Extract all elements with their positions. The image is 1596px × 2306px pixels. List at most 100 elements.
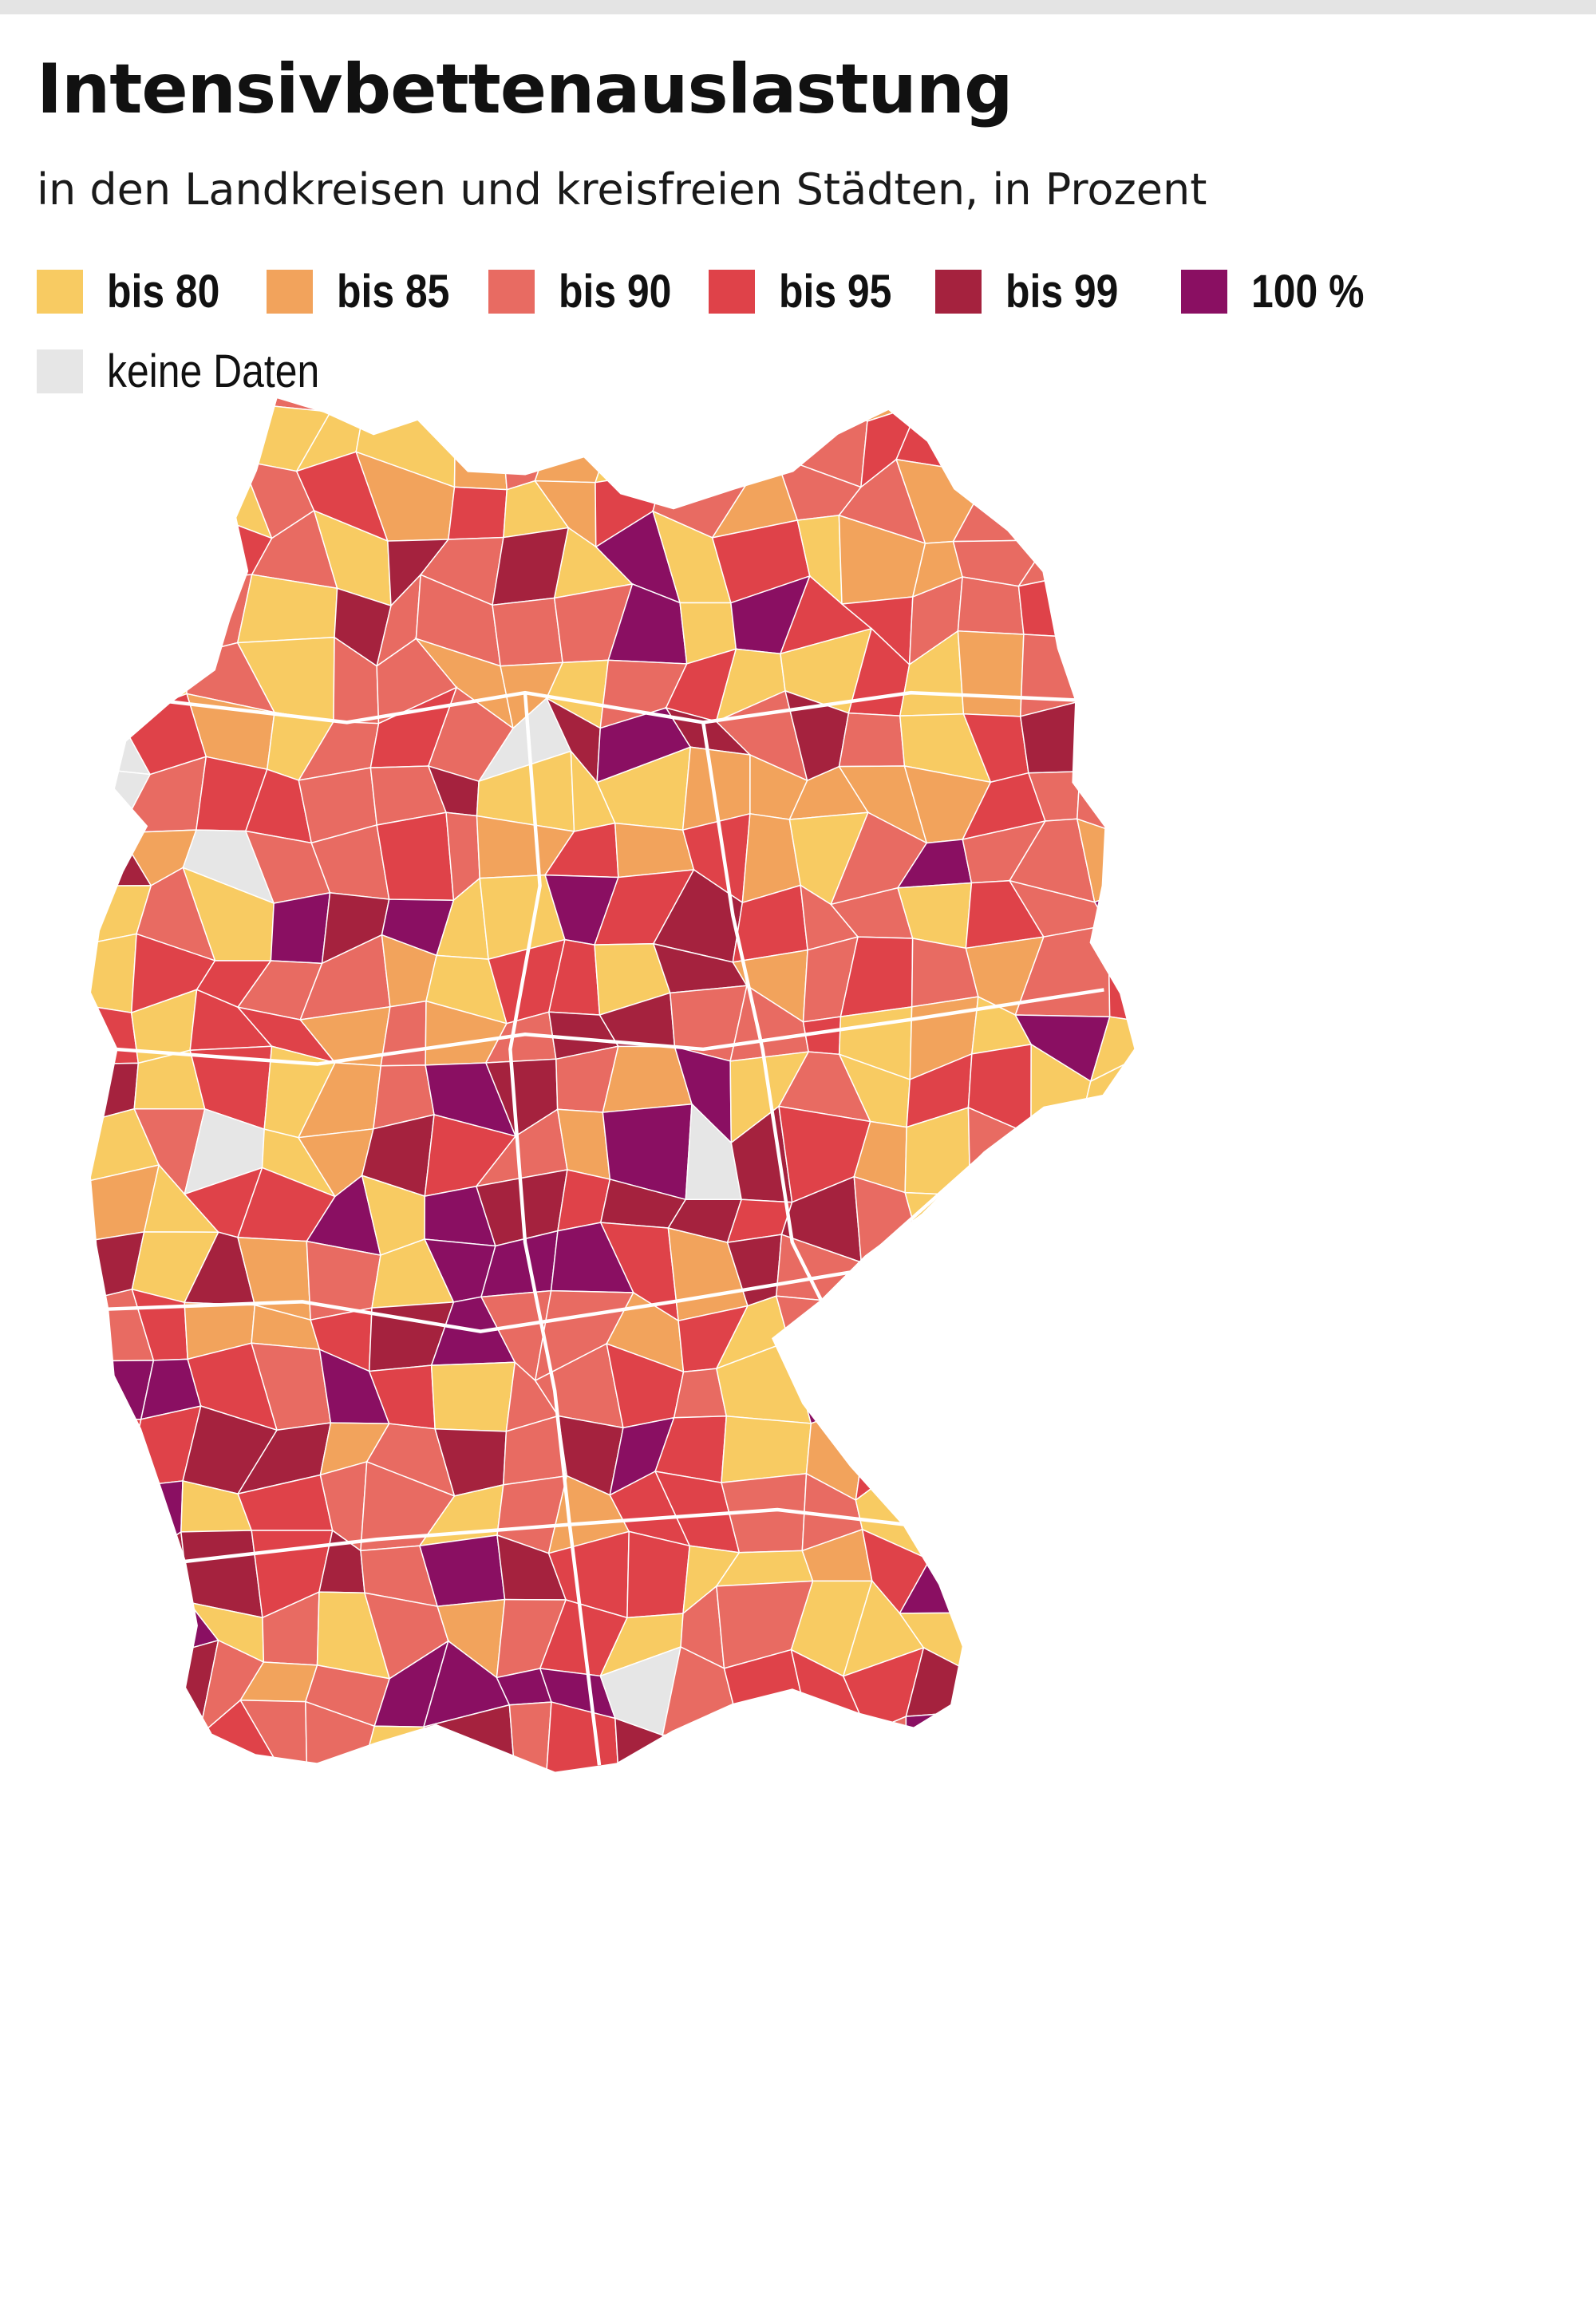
district-region <box>318 1995 377 2075</box>
district-region <box>951 2253 1029 2282</box>
germany-district-map <box>80 351 1564 2282</box>
district-region <box>1199 1355 1278 1432</box>
district-region <box>89 409 145 471</box>
district-region <box>960 1755 1050 1775</box>
district-region <box>1096 2061 1144 2120</box>
district-region <box>1490 1052 1564 1144</box>
district-region <box>614 822 695 879</box>
district-region <box>1189 1064 1282 1116</box>
district-region <box>1373 763 1443 846</box>
district-region <box>1132 1727 1137 1775</box>
map-title: Intensivbettenauslastung <box>37 49 1013 129</box>
district-region <box>920 2190 977 2269</box>
district-region <box>483 2263 567 2282</box>
district-region <box>1552 1183 1564 1253</box>
district-region <box>1559 1539 1564 1605</box>
district-region <box>1211 1728 1255 1761</box>
district-region <box>1373 1365 1466 1433</box>
district-region <box>719 2124 801 2210</box>
district-region <box>80 2253 129 2282</box>
district-region <box>1252 1230 1331 1303</box>
district-region <box>1485 1412 1564 1499</box>
district-region <box>838 712 906 768</box>
district-region <box>1073 1110 1137 1194</box>
district-region <box>1132 460 1137 543</box>
district-region <box>376 811 455 901</box>
district-region <box>306 1905 381 1950</box>
district-region <box>364 2248 430 2282</box>
district-region <box>1022 2118 1096 2213</box>
district-region <box>1326 351 1393 403</box>
district-region <box>326 1941 381 2017</box>
district-region <box>1495 2006 1564 2059</box>
district-region <box>1556 1420 1564 1491</box>
district-region <box>899 2261 977 2282</box>
district-region <box>1188 1539 1283 1617</box>
district-region <box>1019 2253 1104 2282</box>
district-region <box>1156 1595 1223 1677</box>
district-region <box>307 1777 373 1852</box>
district-region <box>1310 636 1377 725</box>
district-region <box>905 1711 971 1775</box>
district-region <box>1084 464 1137 539</box>
district-region <box>1100 1890 1167 1951</box>
district-region <box>905 1830 969 1914</box>
district-region <box>489 1953 567 2030</box>
district-region <box>89 1716 148 1775</box>
district-region <box>1148 2191 1215 2262</box>
legend: bis 80 bis 85 bis 90 bis 95 bis 99 100 %… <box>37 266 1553 403</box>
district-region <box>1485 1362 1564 1437</box>
district-region <box>80 1941 140 2015</box>
district-region <box>1436 1362 1518 1412</box>
district-region <box>1070 1341 1137 1407</box>
district-region <box>970 395 1031 424</box>
district-region <box>1208 878 1274 961</box>
district-region <box>954 2067 1048 2154</box>
district-region <box>180 1957 251 2008</box>
district-region <box>1431 2059 1498 2132</box>
district-region <box>612 1906 693 1971</box>
district-region <box>670 1880 751 1971</box>
district-region <box>309 2142 381 2208</box>
district-region <box>140 1776 195 1848</box>
district-region <box>129 1941 196 2005</box>
district-region <box>1433 579 1490 648</box>
district-region <box>327 2197 397 2272</box>
district-region <box>125 2134 217 2205</box>
district-region <box>1167 1936 1225 2033</box>
district-region <box>89 933 137 1014</box>
district-region <box>1204 814 1274 879</box>
district-region <box>1429 1488 1515 1527</box>
district-region <box>1383 1898 1449 1963</box>
district-region <box>779 1879 871 1964</box>
district-region <box>1381 2182 1452 2260</box>
district-region <box>1258 602 1334 660</box>
district-region <box>1494 1601 1559 1654</box>
district-region <box>1260 2082 1347 2121</box>
district-region <box>1495 2055 1562 2135</box>
district-region <box>1019 2185 1094 2257</box>
district-region <box>1544 1698 1564 1796</box>
district-region <box>1199 2236 1282 2282</box>
district-region <box>905 1755 970 1775</box>
district-region <box>490 2146 541 2201</box>
district-region <box>661 404 747 488</box>
district-region <box>1254 1648 1324 1728</box>
district-region <box>1335 1464 1404 1560</box>
district-region <box>863 1830 931 1908</box>
district-region <box>1255 1050 1328 1120</box>
district-region <box>491 1823 548 1916</box>
district-region <box>203 2184 267 2271</box>
district-region <box>661 395 747 430</box>
state-border <box>115 988 1104 1066</box>
district-region <box>136 454 214 517</box>
district-regions <box>80 351 1564 2282</box>
district-region <box>1009 401 1099 482</box>
district-region <box>1543 1361 1564 1438</box>
district-region <box>594 413 665 484</box>
district-region <box>1190 1836 1251 1906</box>
district-region <box>1008 1361 1075 1412</box>
district-region <box>1436 2182 1519 2260</box>
district-region <box>1381 392 1466 481</box>
district-region <box>211 2060 246 2146</box>
